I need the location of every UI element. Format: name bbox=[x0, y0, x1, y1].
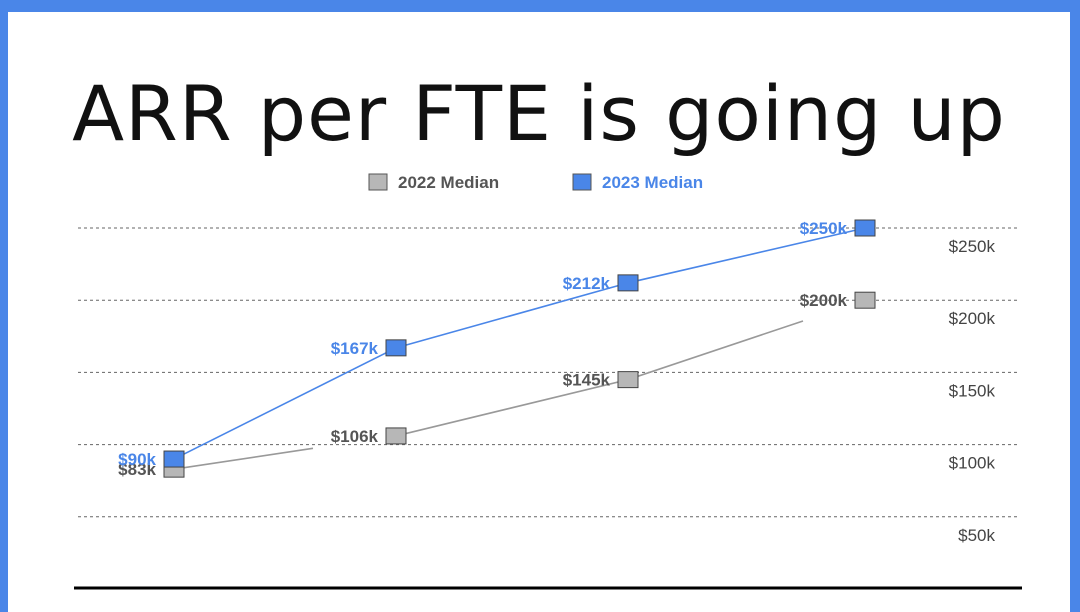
series-segment bbox=[173, 447, 314, 470]
data-label: $167k bbox=[331, 339, 379, 358]
series-segment bbox=[173, 347, 397, 460]
chart-title: ARR per FTE is going up bbox=[72, 69, 1006, 158]
grid-lines bbox=[78, 227, 1018, 518]
data-label: $212k bbox=[563, 274, 611, 293]
y-tick-label: $50k bbox=[958, 526, 995, 545]
data-point bbox=[385, 427, 407, 445]
series-segment bbox=[627, 320, 804, 381]
series-segment bbox=[395, 282, 629, 349]
data-label: $250k bbox=[800, 219, 848, 238]
y-tick-label: $250k bbox=[949, 237, 996, 256]
legend-label: 2023 Median bbox=[602, 173, 703, 192]
data-point bbox=[163, 450, 185, 468]
data-point bbox=[854, 291, 876, 309]
legend: 2022 Median 2023 Median bbox=[368, 173, 703, 192]
data-point bbox=[617, 274, 639, 292]
legend-label: 2022 Median bbox=[398, 173, 499, 192]
chart-canvas: ARR per FTE is going up 2022 Median 2023 … bbox=[72, 69, 1022, 590]
data-label: $106k bbox=[331, 427, 379, 446]
y-tick-label: $100k bbox=[949, 454, 996, 473]
data-label: $145k bbox=[563, 371, 611, 390]
series-segment bbox=[395, 378, 629, 437]
data-point bbox=[617, 371, 639, 389]
series-lines bbox=[173, 227, 866, 470]
data-label: $90k bbox=[118, 450, 156, 469]
series-segment bbox=[627, 227, 866, 284]
data-labels: $83k $106k $145k $200k $90k $167k $212k $250k bbox=[118, 219, 847, 479]
y-tick-label: $200k bbox=[949, 309, 996, 328]
y-axis-ticks: $250k $200k $150k $100k $50k bbox=[949, 237, 996, 545]
data-point bbox=[854, 219, 876, 237]
data-markers bbox=[163, 219, 876, 478]
y-tick-label: $150k bbox=[949, 381, 996, 400]
chart-frame: ARR per FTE is going up 2022 Median 2023 … bbox=[8, 12, 1070, 612]
data-label: $200k bbox=[800, 291, 848, 310]
legend-swatch bbox=[572, 173, 592, 191]
legend-swatch bbox=[368, 173, 388, 191]
data-point bbox=[385, 339, 407, 357]
data-label: $83k bbox=[118, 460, 156, 479]
